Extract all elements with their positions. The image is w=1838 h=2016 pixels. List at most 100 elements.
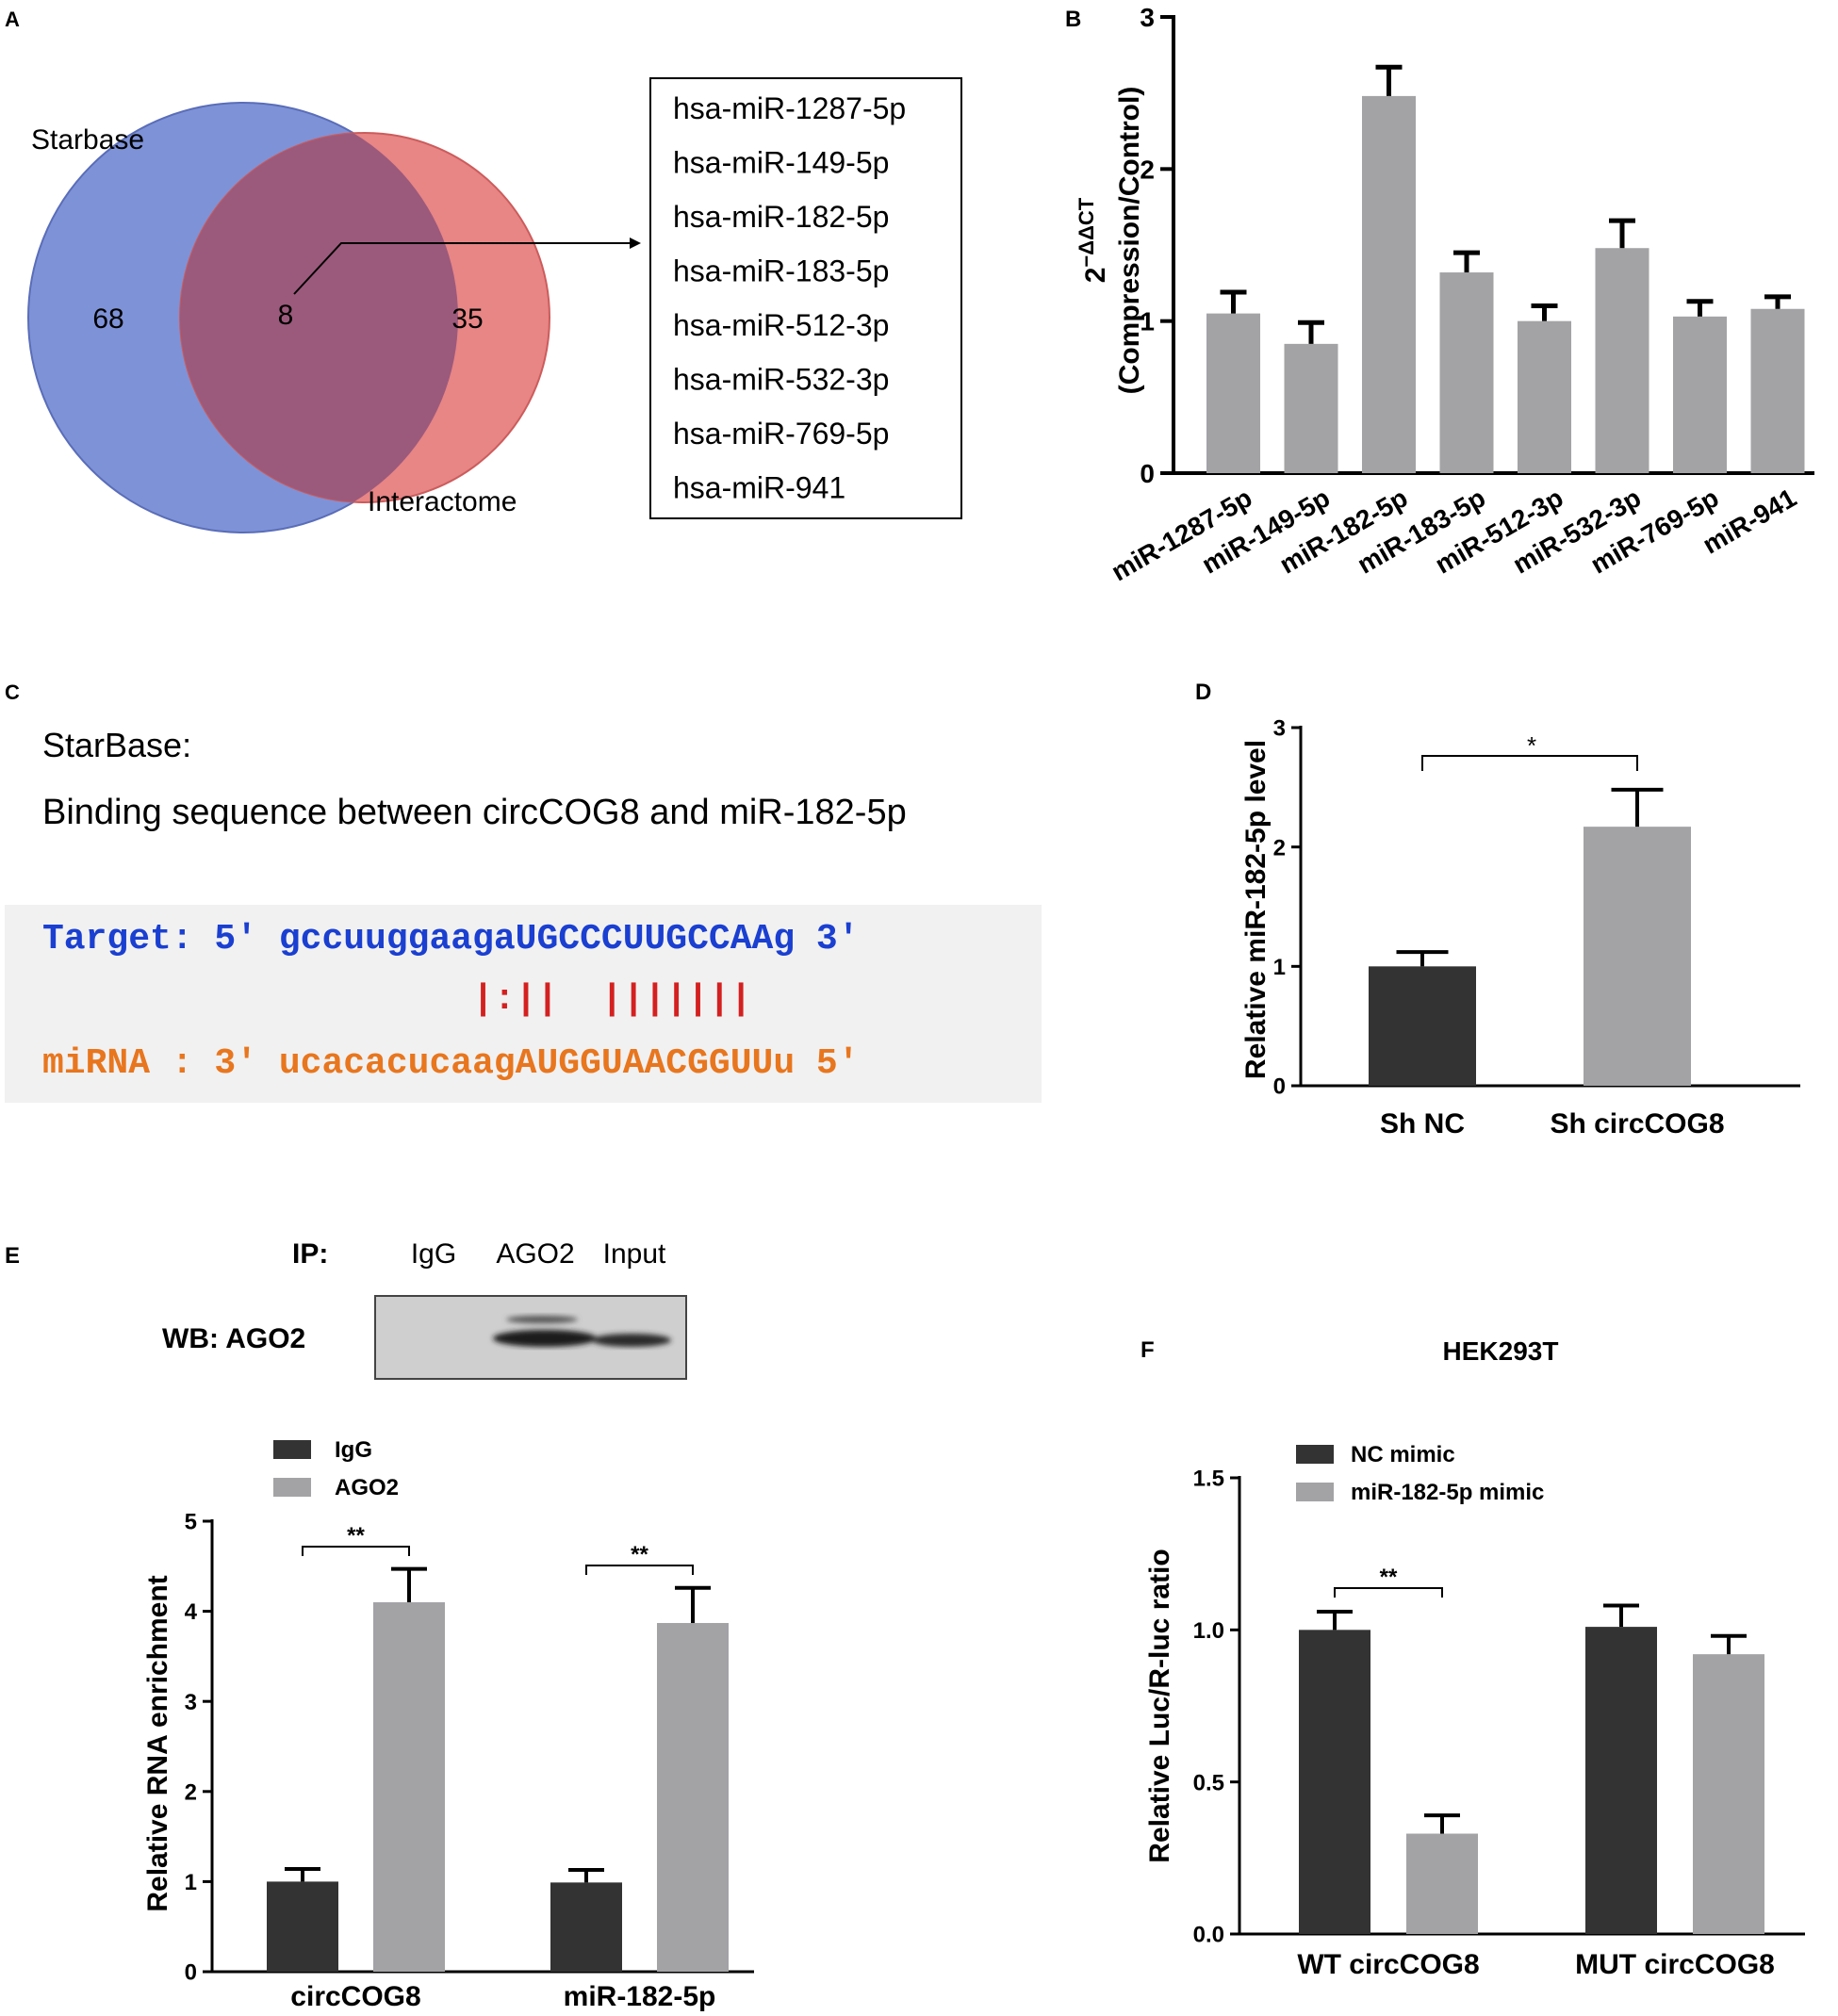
legend-swatch <box>1296 1483 1334 1501</box>
venn-right-label: Interactome <box>368 486 517 517</box>
lane-label-input: Input <box>603 1238 666 1270</box>
panel-label-b: B <box>1065 7 1081 32</box>
bar <box>657 1623 729 1972</box>
x-tick-label: MUT circCOG8 <box>1575 1949 1775 1980</box>
significance-bracket <box>1421 755 1638 771</box>
y-tick-label: 2 <box>185 1779 197 1805</box>
bar <box>1750 308 1805 473</box>
x-tick-label: circCOG8 <box>290 1981 420 2012</box>
y-tick-label: 3 <box>1273 716 1286 742</box>
chart-f: 0.0 0.5 1.0 1.5 WT circCOG8 MUT circCOG8 ** HEK… <box>1144 1336 1805 1980</box>
y-tick-label: 3 <box>1140 3 1155 32</box>
mirna-list-item: hsa-miR-941 <box>673 471 845 505</box>
bar <box>550 1882 622 1972</box>
legend-label: NC mimic <box>1351 1442 1455 1467</box>
venn-pointer-arrow <box>293 242 633 295</box>
mirna-list-box <box>649 77 962 519</box>
lane-label-ago2: AGO2 <box>496 1238 574 1270</box>
pairing-symbols: |:|| ||||||| <box>472 979 752 1020</box>
legend-swatch <box>273 1478 311 1497</box>
panel-label-d: D <box>1195 680 1211 705</box>
bar <box>373 1602 445 1972</box>
y-tick-label: 5 <box>185 1510 197 1535</box>
panel-label-f: F <box>1141 1337 1155 1363</box>
y-tick-label: 0 <box>1273 1074 1286 1100</box>
x-tick-label: WT circCOG8 <box>1297 1949 1479 1980</box>
y-tick-label: 2 <box>1273 835 1286 860</box>
significance-bracket <box>585 1565 694 1575</box>
legend-label: miR-182-5p mimic <box>1351 1480 1544 1505</box>
arrowhead-icon <box>630 238 641 249</box>
x-tick-label: miR-182-5p <box>564 1981 716 2012</box>
mirna-list-item: hsa-miR-1287-5p <box>673 91 906 125</box>
bar <box>1585 1627 1657 1934</box>
blot-band-ago2-upper <box>506 1316 578 1323</box>
chart-b: 0123miR-1287-5pmiR-149-5pmiR-182-5pmiR-1… <box>1075 3 1814 586</box>
y-tick-label: 4 <box>185 1599 198 1625</box>
panel-label-a: A <box>5 8 20 31</box>
bar <box>1369 966 1476 1086</box>
bar <box>1439 272 1494 473</box>
mirna-list-item: hsa-miR-183-5p <box>673 254 889 288</box>
bar <box>267 1881 338 1972</box>
binding-source-label: StarBase: <box>42 726 191 764</box>
binding-sequence-box: Target: 5' gccuuggaagaUGCCCUUGCCAAg 3' |… <box>5 905 1042 1103</box>
panel-label-c: C <box>5 680 20 704</box>
significance-marker: ** <box>1380 1565 1398 1590</box>
legend-label: AGO2 <box>335 1475 399 1500</box>
x-tick-label: Sh NC <box>1380 1108 1465 1139</box>
y-axis-label-base: 2 <box>1080 268 1111 284</box>
y-tick-label: 1 <box>1273 955 1286 980</box>
significance-marker: ** <box>347 1523 365 1549</box>
venn-right-count: 35 <box>451 303 483 335</box>
mirna-list-item: hsa-miR-769-5p <box>673 417 889 451</box>
y-axis-label: Relative RNA enrichment <box>142 1575 173 1911</box>
venn-overlap-count: 8 <box>278 300 294 331</box>
venn-left-label: Starbase <box>31 124 144 156</box>
y-axis-label: Relative miR-182-5p level <box>1240 740 1272 1079</box>
bar <box>1284 343 1338 473</box>
significance-marker: ** <box>631 1542 648 1567</box>
panel-label-e: E <box>5 1243 20 1269</box>
mirna-list-item: hsa-miR-512-3p <box>673 308 889 342</box>
wb-label: WB: AGO2 <box>162 1323 305 1354</box>
y-tick-label: 0.5 <box>1193 1770 1224 1795</box>
significance-marker: * <box>1527 731 1536 760</box>
legend-swatch <box>273 1440 311 1459</box>
y-tick-label: 2 <box>1140 155 1155 184</box>
mirna-list-item: hsa-miR-182-5p <box>673 200 889 234</box>
y-axis-label-sub: (Compression/Control) <box>1114 87 1145 395</box>
legend-label: IgG <box>335 1437 372 1463</box>
mirna-list-item: hsa-miR-532-3p <box>673 363 889 397</box>
blot-band-ago2 <box>493 1330 597 1347</box>
bar <box>1584 827 1691 1086</box>
binding-title: Binding sequence between circCOG8 and mi… <box>42 793 907 832</box>
y-tick-label: 0.0 <box>1193 1923 1224 1948</box>
bar <box>1299 1630 1370 1934</box>
y-tick-label: 0 <box>1140 459 1155 488</box>
y-tick-label: 1 <box>185 1870 197 1895</box>
chart-title: HEK293T <box>1443 1336 1559 1366</box>
bar <box>1518 320 1571 473</box>
bar <box>1673 316 1727 473</box>
legend-swatch <box>1296 1445 1334 1464</box>
y-tick-label: 1.5 <box>1193 1467 1224 1492</box>
target-sequence: Target: 5' gccuuggaagaUGCCCUUGCCAAg 3' <box>42 919 860 959</box>
significance-bracket <box>1334 1587 1443 1598</box>
chart-e: 0 1 2 3 4 5 circCOG8 ** miR-182-5p ** IgG AGO2 Relat… <box>142 1437 754 2012</box>
x-tick-label: Sh circCOG8 <box>1550 1108 1724 1139</box>
chart-d: 0 1 2 3 Sh NC Sh circCOG8 * Relative miR-182-5p… <box>1240 716 1800 1139</box>
bar <box>1595 248 1649 473</box>
blot-band-input <box>592 1334 671 1347</box>
mirna-list-item: hsa-miR-149-5p <box>673 146 889 180</box>
y-axis-label: 2−ΔΔCT <box>1075 197 1111 283</box>
significance-bracket <box>302 1546 410 1556</box>
pairing-marks: |:|| ||||||| <box>42 975 752 1025</box>
venn-left-count: 68 <box>92 303 123 335</box>
bar <box>1206 313 1260 473</box>
bar <box>1693 1654 1764 1934</box>
y-tick-label: 3 <box>185 1690 197 1715</box>
mirna-sequence: miRNA : 3' ucacacucaagAUGGUAACGGUUu 5' <box>42 1043 860 1084</box>
y-axis-label-exponent: −ΔΔCT <box>1075 197 1098 267</box>
